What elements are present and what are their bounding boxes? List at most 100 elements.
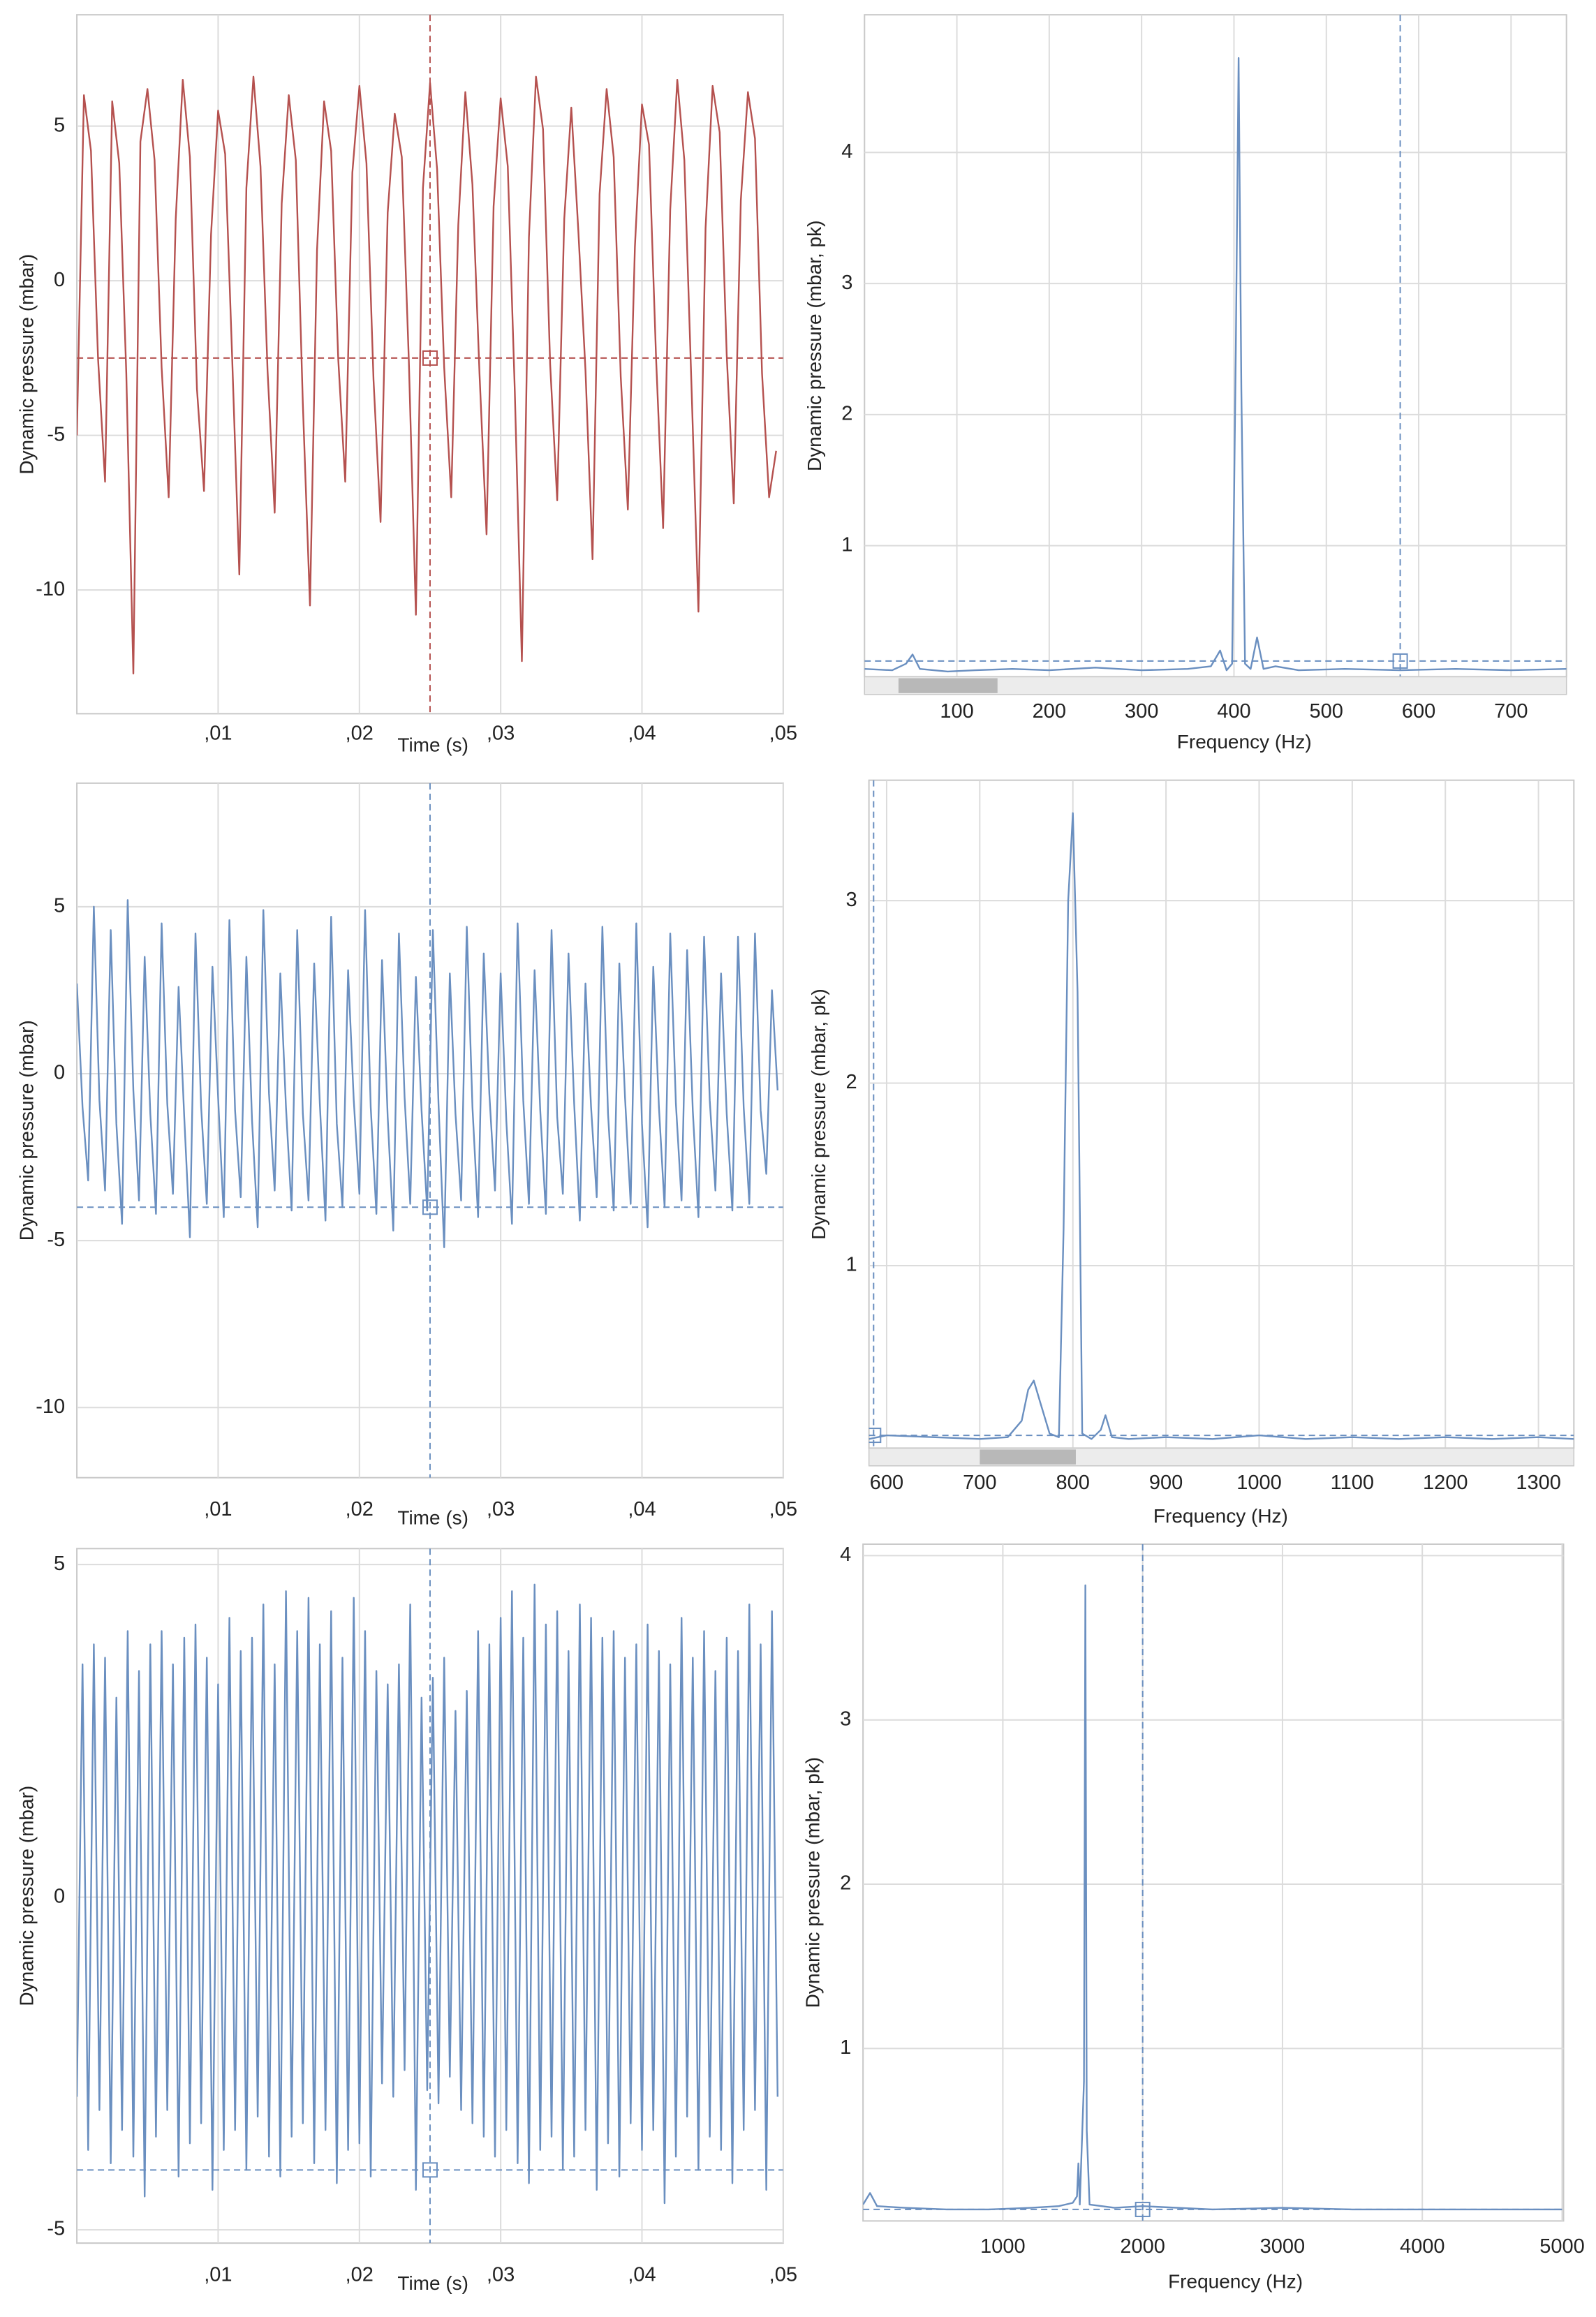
x-tick-label: 4000 — [1400, 2235, 1445, 2258]
x-tick-label: 700 — [1494, 700, 1528, 723]
y-tick-label: 4 — [840, 1544, 851, 1566]
cursor-handle — [422, 350, 438, 366]
x-tick-label: ,03 — [487, 2263, 515, 2286]
signal-line — [77, 899, 778, 1248]
y-tick-label: 4 — [841, 140, 852, 163]
signal-line — [77, 1583, 778, 2205]
chart-panel: 1000 2000 3000 4000 5000 1 2 3 4 Frequency (Hz) Dy… — [802, 1543, 1585, 2293]
x-tick-label: ,01 — [204, 1498, 232, 1520]
x-axis-label: Frequency (Hz) — [1168, 2271, 1303, 2293]
x-tick-label: 300 — [1125, 700, 1158, 723]
y-axis-label: Dynamic pressure (mbar) — [16, 1786, 38, 2006]
cursor-handle — [869, 1428, 882, 1444]
x-tick-label: 800 — [1056, 1472, 1090, 1494]
y-axis-label: Dynamic pressure (mbar, pk) — [808, 989, 829, 1239]
signal-line — [864, 57, 1567, 673]
plot-content — [77, 1548, 783, 2244]
x-tick-label: ,02 — [346, 1498, 374, 1520]
x-axis-label: Time (s) — [397, 1507, 468, 1528]
plot-content — [869, 780, 1574, 1449]
y-tick-label: 5 — [54, 1553, 65, 1575]
x-axis-label: Frequency (Hz) — [1177, 731, 1312, 753]
y-tick-label: 1 — [846, 1254, 857, 1276]
plot-area — [868, 779, 1575, 1449]
x-tick-label: ,05 — [769, 723, 797, 745]
x-axis-label: Time (s) — [397, 2272, 468, 2294]
y-tick-label: 5 — [54, 894, 65, 917]
x-tick-label: ,01 — [204, 723, 232, 745]
x-tick-label: 200 — [1033, 700, 1066, 723]
y-axis-label: Dynamic pressure (mbar) — [16, 1020, 38, 1241]
chart-panel: ,01 ,02 ,03 ,04 ,05 5 0 -5 Time (s) Dynamic press… — [16, 1548, 797, 2294]
x-tick-label: 900 — [1149, 1472, 1183, 1494]
x-tick-label: 1200 — [1423, 1472, 1468, 1494]
y-tick-label: 2 — [840, 1872, 851, 1895]
scrollbar-thumb — [898, 678, 998, 693]
x-tick-label: ,04 — [628, 2263, 656, 2286]
x-tick-label: ,01 — [204, 2263, 232, 2286]
y-tick-label: 5 — [54, 114, 65, 136]
x-tick-label: 1100 — [1331, 1472, 1374, 1494]
x-tick-label: 5000 — [1539, 2235, 1585, 2258]
scrollbar-track — [868, 1447, 1575, 1467]
y-axis-label: Dynamic pressure (mbar) — [16, 254, 38, 475]
x-tick-label: 1300 — [1516, 1472, 1561, 1494]
y-tick-label: 0 — [54, 1062, 65, 1084]
x-tick-label: ,05 — [769, 2263, 797, 2286]
signal-line — [77, 75, 777, 674]
chart-panel: 100 200 300 400 500 600 700 1 2 3 4 Frequency (Hz) D… — [804, 14, 1567, 753]
x-tick-label: ,04 — [628, 723, 656, 745]
y-tick-label: 3 — [846, 889, 857, 911]
plot-content — [77, 783, 783, 1478]
x-tick-label: ,02 — [346, 723, 374, 745]
x-tick-label: 400 — [1217, 700, 1250, 723]
x-tick-label: 600 — [1402, 700, 1435, 723]
x-tick-label: ,02 — [346, 2263, 374, 2286]
y-tick-label: 1 — [840, 2036, 851, 2059]
x-tick-label: 600 — [870, 1472, 903, 1494]
y-tick-label: -10 — [36, 1396, 65, 1418]
y-tick-label: -5 — [47, 2218, 65, 2240]
chart-panel: ,01 ,02 ,03 ,04 ,05 5 0 -5 -10 Time (s) Dynamic pr… — [16, 782, 797, 1528]
x-tick-label: ,04 — [628, 1498, 656, 1520]
x-tick-label: 3000 — [1260, 2235, 1306, 2258]
x-tick-label: ,03 — [487, 1498, 515, 1520]
y-tick-label: 0 — [54, 1885, 65, 1907]
y-axis-label: Dynamic pressure (mbar, pk) — [802, 1757, 824, 2008]
x-tick-label: ,03 — [487, 723, 515, 745]
y-tick-label: -5 — [47, 423, 65, 445]
x-axis-label: Time (s) — [397, 734, 468, 755]
x-tick-label: 1000 — [980, 2235, 1026, 2258]
x-tick-label: 1000 — [1236, 1472, 1282, 1494]
plot-area — [862, 1543, 1565, 2222]
y-axis-label: Dynamic pressure (mbar, pk) — [804, 221, 825, 471]
x-tick-label: ,05 — [769, 1498, 797, 1520]
x-tick-label: 500 — [1310, 700, 1343, 723]
plot-area — [864, 14, 1567, 678]
y-tick-label: 0 — [54, 269, 65, 291]
x-axis-label: Frequency (Hz) — [1153, 1505, 1288, 1527]
plot-content — [864, 15, 1567, 677]
cursor-handle — [422, 2162, 438, 2178]
y-tick-label: 2 — [846, 1071, 857, 1093]
y-tick-label: -10 — [36, 578, 65, 600]
y-tick-label: 3 — [841, 272, 852, 294]
chart-panel: 600 700 800 900 1000 1100 1200 1300 1 2 3 Frequency… — [808, 779, 1575, 1527]
x-tick-label: 700 — [963, 1472, 996, 1494]
chart-panel: ,01 ,02 ,03 ,04 ,05 5 0 -5 -10 Time (s) Dynamic pr… — [16, 14, 797, 755]
x-tick-label: 2000 — [1120, 2235, 1165, 2258]
cursor-handle — [1135, 2201, 1151, 2217]
plot-content — [863, 1544, 1564, 2221]
y-tick-label: 3 — [840, 1708, 851, 1730]
scrollbar-thumb — [980, 1449, 1076, 1465]
signal-line — [869, 812, 1574, 1440]
plot-content — [77, 15, 783, 714]
cursor-handle — [422, 1199, 438, 1215]
x-tick-label: 100 — [940, 700, 973, 723]
y-tick-label: 2 — [841, 403, 852, 425]
y-tick-label: 1 — [841, 533, 852, 556]
y-tick-label: -5 — [47, 1229, 65, 1251]
cursor-handle — [1392, 653, 1408, 669]
